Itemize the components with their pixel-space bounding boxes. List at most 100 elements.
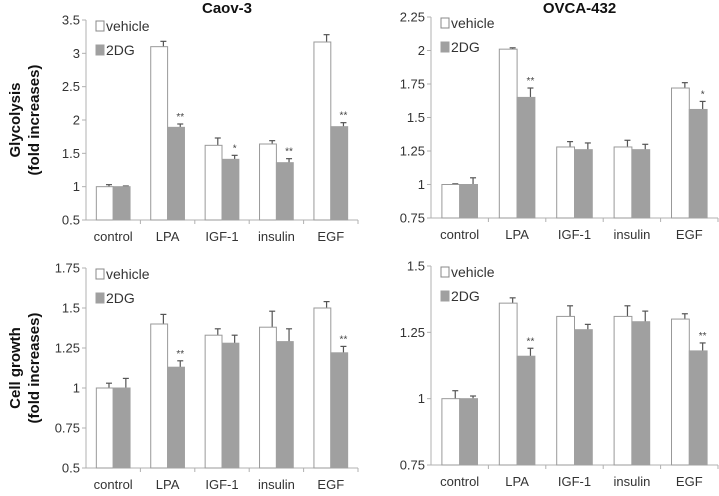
y-tick-label: 2.25 [400, 10, 425, 25]
y-tick-label: 1.25 [400, 325, 425, 340]
bar-vehicle [259, 143, 277, 221]
bar-2dg [112, 186, 131, 221]
y-tick-label: 3 [73, 46, 80, 61]
x-tick-label: IGF-1 [558, 474, 591, 489]
y-tick-label: 1.25 [400, 144, 425, 159]
x-tick-label: control [94, 477, 133, 492]
legend-swatch-2dg [440, 290, 450, 302]
chart-panel-1: 0.5 1 1.5 2 2.5 3 3.5 control LPA ** IGF-1 * insulin… [7, 0, 359, 244]
significance-marker: * [233, 143, 237, 154]
legend-label: 2DG [106, 290, 135, 306]
legend-swatch-vehicle [440, 17, 450, 29]
y-tick-label: 2 [418, 43, 425, 58]
bar-vehicle [204, 144, 223, 221]
y-axis-label: Glycolysis [7, 82, 24, 157]
x-tick-label: EGF [676, 474, 703, 489]
chart-panel-3: 0.5 0.75 1 1.25 1.5 1.75 control LPA ** IGF-1 insu… [7, 261, 359, 492]
significance-marker: ** [176, 349, 184, 360]
legend-swatch-vehicle [95, 268, 105, 280]
legend-label: 2DG [451, 288, 480, 304]
significance-marker: ** [699, 331, 707, 342]
y-tick-label: 1 [73, 381, 80, 396]
bar-vehicle [441, 184, 461, 219]
significance-marker: ** [340, 111, 348, 122]
y-tick-label: 1 [418, 177, 425, 192]
y-tick-label: 1 [73, 179, 80, 194]
y-tick-label: 1 [418, 391, 425, 406]
bar-2dg [330, 126, 349, 221]
y-tick-label: 1.5 [407, 259, 425, 274]
y-tick-label: 1.75 [55, 261, 80, 276]
x-tick-label: IGF-1 [205, 477, 238, 492]
bar-vehicle [441, 398, 461, 466]
y-tick-label: 2 [73, 113, 80, 128]
x-tick-label: insulin [613, 227, 650, 242]
x-tick-label: control [94, 229, 133, 244]
chart-title: Caov-3 [202, 0, 252, 17]
bar-2dg [167, 366, 185, 469]
x-tick-label: LPA [505, 227, 529, 242]
bar-2dg [275, 162, 294, 221]
bar-vehicle [204, 334, 223, 469]
y-tick-label: 0.75 [55, 421, 80, 436]
bar-vehicle [671, 87, 690, 219]
y-tick-label: 0.5 [62, 213, 80, 228]
legend-label: vehicle [451, 15, 495, 31]
bar-vehicle [313, 307, 332, 469]
x-tick-label: LPA [505, 474, 529, 489]
y-tick-label: 1.5 [407, 110, 425, 125]
x-tick-label: insulin [258, 477, 295, 492]
bar-vehicle [95, 186, 114, 221]
x-tick-label: EGF [676, 227, 703, 242]
bar-vehicle [556, 146, 575, 219]
x-tick-label: EGF [317, 477, 344, 492]
bar-2dg [688, 108, 708, 219]
bar-vehicle [259, 326, 277, 469]
bar-2dg [275, 341, 294, 469]
bar-2dg [574, 329, 593, 466]
x-tick-label: control [440, 474, 479, 489]
y-axis-label: (fold increases) [26, 65, 43, 176]
bar-vehicle [313, 41, 332, 221]
bar-vehicle [498, 302, 518, 466]
x-tick-label: LPA [156, 229, 180, 244]
x-tick-label: EGF [317, 229, 344, 244]
bar-2dg [221, 342, 240, 469]
x-tick-label: IGF-1 [558, 227, 591, 242]
bar-2dg [330, 352, 349, 469]
x-tick-label: insulin [613, 474, 650, 489]
y-tick-label: 1.5 [62, 146, 80, 161]
y-tick-label: 3.5 [62, 13, 80, 28]
legend-swatch-2dg [440, 41, 450, 53]
bar-vehicle [150, 46, 169, 221]
x-tick-label: IGF-1 [205, 229, 238, 244]
y-axis-label: (fold increases) [26, 313, 43, 424]
y-tick-label: 1.25 [55, 341, 80, 356]
y-tick-label: 0.75 [400, 458, 425, 473]
bar-2dg [459, 184, 478, 219]
bar-2dg [112, 387, 131, 469]
y-tick-label: 0.75 [400, 211, 425, 226]
bar-2dg [574, 149, 593, 219]
bar-vehicle [671, 318, 690, 466]
significance-marker: ** [176, 112, 184, 123]
x-tick-label: control [440, 227, 479, 242]
legend-label: 2DG [106, 42, 135, 58]
chart-panel-2: 0.75 1 1.25 1.5 1.75 2 2.25 control LPA ** IGF-1 in… [400, 0, 719, 242]
legend-swatch-2dg [95, 292, 105, 304]
bar-2dg [221, 158, 240, 221]
y-axis-label: Cell growth [7, 327, 24, 409]
bar-2dg [631, 321, 651, 466]
chart-panel-4: 0.75 1 1.25 1.5 control LPA ** IGF-1 insulin EGF *… [400, 259, 719, 489]
significance-marker: ** [340, 334, 348, 345]
bar-2dg [459, 398, 478, 466]
y-tick-label: 1.75 [400, 77, 425, 92]
bar-2dg [516, 355, 536, 466]
bar-2dg [167, 126, 185, 221]
y-tick-label: 0.5 [62, 461, 80, 476]
significance-marker: ** [527, 336, 535, 347]
significance-marker: ** [527, 76, 535, 87]
bar-vehicle [556, 315, 575, 466]
bar-vehicle [150, 323, 169, 469]
